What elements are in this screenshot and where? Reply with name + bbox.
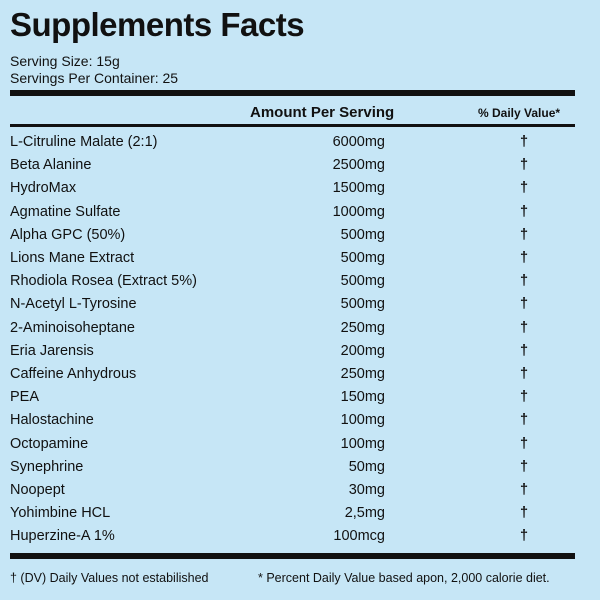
daily-value: †: [520, 296, 529, 313]
daily-value: †: [520, 250, 529, 266]
ingredient-name: PEA: [10, 389, 40, 406]
amount: 100mcg: [333, 528, 385, 545]
amount: 30mg: [348, 482, 385, 498]
ingredient-name: Rhodiola Rosea (Extract 5%): [10, 273, 197, 290]
amount: 1500mg: [332, 180, 385, 197]
amount: 250mg: [340, 319, 385, 336]
ingredient-name: Eria Jarensis: [10, 342, 94, 359]
daily-value-header: % Daily Value*: [478, 106, 561, 120]
ingredient-name: Yohimbine HCL: [10, 505, 111, 522]
ingredient-name: Noopept: [10, 482, 65, 498]
daily-value: †: [520, 319, 529, 336]
thick-rule: [10, 553, 575, 559]
daily-value: †: [520, 389, 529, 406]
daily-value: †: [520, 482, 529, 498]
ingredient-name: Agmatine Sulfate: [10, 203, 121, 220]
amount: 1000mg: [332, 203, 385, 220]
daily-value: †: [520, 226, 529, 243]
footnote: * Percent Daily Value based apon, 2,000 …: [258, 571, 550, 585]
amount: 200mg: [340, 342, 385, 359]
ingredient-name: Beta Alanine: [10, 157, 92, 174]
daily-value: †: [520, 458, 529, 475]
title: Supplements Facts: [10, 6, 305, 43]
amount: 50mg: [348, 458, 385, 475]
daily-value: †: [520, 134, 529, 150]
ingredient-name: Octopamine: [10, 435, 89, 452]
amount: 100mg: [340, 435, 385, 452]
ingredient-name: Lions Mane Extract: [10, 250, 135, 266]
amount: 150mg: [340, 389, 385, 406]
servings-per-container: Servings Per Container: 25: [10, 70, 179, 86]
ingredient-name: L-Citruline Malate (2:1): [10, 134, 158, 150]
daily-value: †: [520, 157, 529, 174]
amount: 2500mg: [332, 157, 385, 174]
amount: 500mg: [340, 273, 385, 290]
amount: 6000mg: [332, 134, 385, 150]
thick-rule: [10, 90, 575, 96]
amount: 100mg: [340, 412, 385, 429]
header-rule: [10, 124, 575, 127]
daily-value: †: [520, 273, 529, 290]
ingredient-name: Huperzine-A 1%: [10, 528, 115, 545]
ingredient-name: 2-Aminoisoheptane: [10, 319, 135, 336]
daily-value: †: [520, 435, 529, 452]
daily-value: †: [520, 203, 529, 220]
daily-value: †: [520, 505, 529, 522]
daily-value: †: [520, 180, 529, 197]
ingredient-name: Alpha GPC (50%): [10, 226, 126, 243]
ingredient-name: Halostachine: [10, 412, 94, 429]
serving-size: Serving Size: 15g: [10, 53, 120, 69]
footnote: † (DV) Daily Values not estabilished: [10, 571, 209, 585]
daily-value: †: [520, 342, 529, 359]
daily-value: †: [520, 412, 529, 429]
daily-value: †: [520, 528, 529, 545]
ingredient-name: HydroMax: [10, 180, 77, 197]
amount: 2,5mg: [344, 505, 385, 522]
ingredient-name: N-Acetyl L-Tyrosine: [10, 296, 137, 313]
daily-value: †: [520, 366, 529, 382]
amount: 250mg: [340, 366, 385, 382]
amount-header: Amount Per Serving: [250, 104, 395, 121]
amount: 500mg: [340, 296, 385, 313]
amount: 500mg: [340, 250, 385, 266]
amount: 500mg: [340, 226, 385, 243]
ingredient-name: Caffeine Anhydrous: [10, 366, 137, 382]
ingredient-name: Synephrine: [10, 458, 84, 475]
